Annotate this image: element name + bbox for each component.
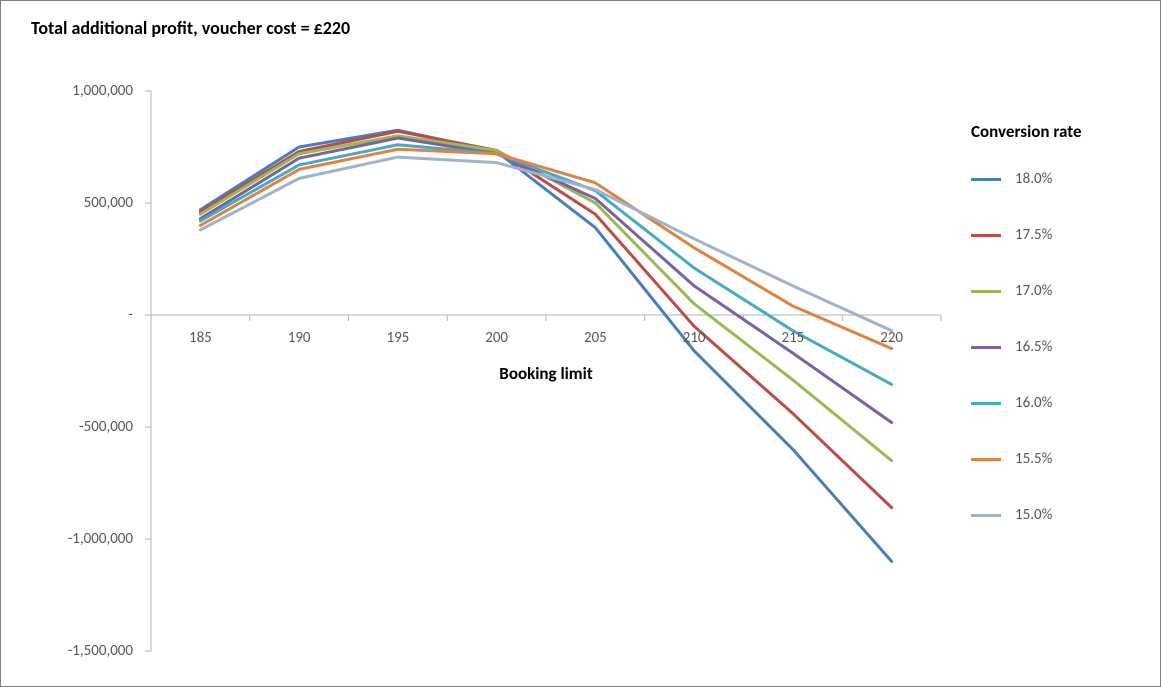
y-tick-label: 1,000,000 xyxy=(72,82,133,100)
series-line xyxy=(200,136,891,461)
legend-label: 17.0% xyxy=(1015,282,1052,300)
legend-item: 15.0% xyxy=(971,506,1082,524)
chart-title: Total additional profit, voucher cost = … xyxy=(31,17,350,39)
chart-container: Total additional profit, voucher cost = … xyxy=(0,0,1161,687)
legend-title: Conversion rate xyxy=(971,121,1082,142)
y-tick-label: -1,500,000 xyxy=(68,642,133,660)
legend-swatch xyxy=(971,178,1001,181)
legend-swatch xyxy=(971,514,1001,517)
y-tick-label: 500,000 xyxy=(84,194,133,212)
y-tick-label: -500,000 xyxy=(79,418,133,436)
x-axis-title: Booking limit xyxy=(499,363,592,384)
legend-item: 15.5% xyxy=(971,450,1082,468)
legend-swatch xyxy=(971,234,1001,237)
legend-swatch xyxy=(971,402,1001,405)
legend-item: 16.5% xyxy=(971,338,1082,356)
x-tick-label: 190 xyxy=(288,329,311,347)
y-tick-label: - xyxy=(128,306,133,324)
legend-swatch xyxy=(971,346,1001,349)
legend-item: 18.0% xyxy=(971,170,1082,188)
x-tick-label: 195 xyxy=(386,329,409,347)
legend-item: 16.0% xyxy=(971,394,1082,412)
legend-items: 18.0% 17.5% 17.0% 16.5% 16.0% 15.5% 15.0% xyxy=(971,170,1082,524)
legend-label: 15.0% xyxy=(1015,506,1052,524)
legend-label: 16.5% xyxy=(1015,338,1052,356)
x-tick-label: 215 xyxy=(781,329,804,347)
legend-label: 15.5% xyxy=(1015,450,1052,468)
legend: Conversion rate 18.0% 17.5% 17.0% 16.5% 16.0… xyxy=(971,121,1082,524)
legend-item: 17.0% xyxy=(971,282,1082,300)
legend-label: 18.0% xyxy=(1015,170,1052,188)
legend-swatch xyxy=(971,290,1001,293)
x-tick-label: 185 xyxy=(189,329,212,347)
x-tick-label: 205 xyxy=(584,329,607,347)
y-tick-label: -1,000,000 xyxy=(68,530,133,548)
legend-label: 16.0% xyxy=(1015,394,1052,412)
x-tick-label: 210 xyxy=(683,329,706,347)
x-tick-label: 220 xyxy=(880,329,903,347)
legend-label: 17.5% xyxy=(1015,226,1052,244)
legend-item: 17.5% xyxy=(971,226,1082,244)
legend-swatch xyxy=(971,458,1001,461)
x-tick-label: 200 xyxy=(485,329,508,347)
